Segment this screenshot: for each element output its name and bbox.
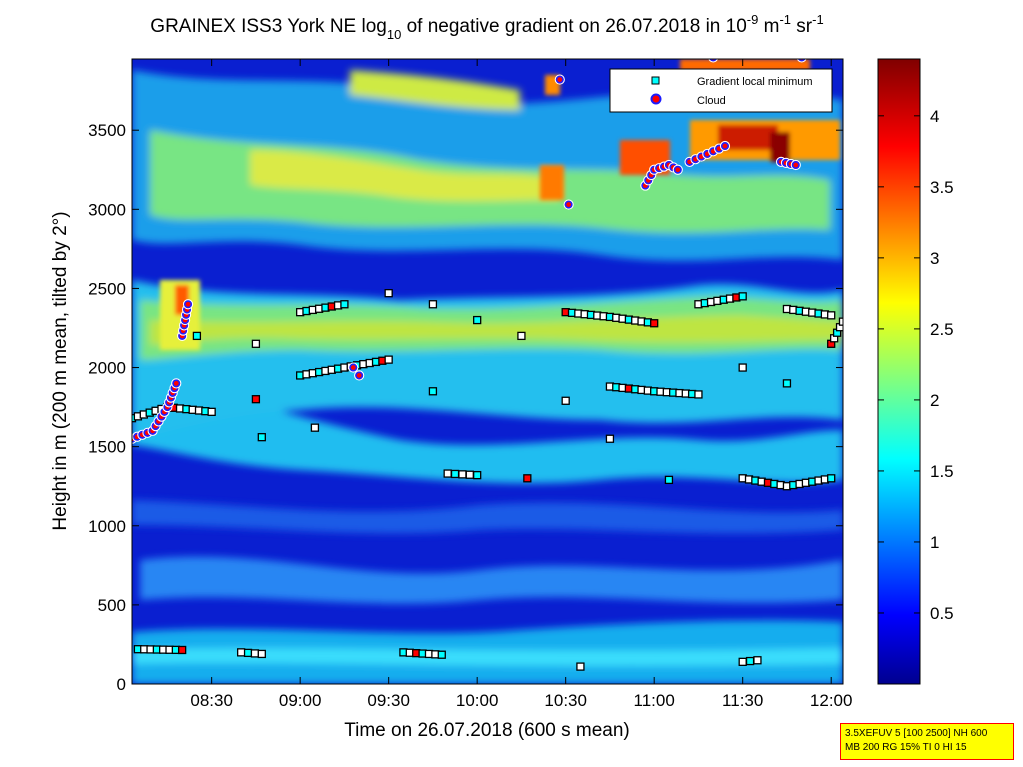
cloud-marker	[564, 200, 573, 209]
gradient-minimum-marker	[827, 311, 836, 320]
colorbar-tick-label: 4	[930, 107, 939, 126]
legend-label-minimum: Gradient local minimum	[697, 76, 813, 88]
gradient-minimum-marker	[827, 474, 836, 483]
colorbar-tick-label: 3.5	[930, 178, 954, 197]
cloud-marker	[709, 59, 717, 62]
x-tick-label: 12:00	[810, 691, 853, 710]
gradient-minimum-marker	[694, 390, 703, 399]
cloud-marker	[349, 363, 358, 372]
y-tick-label: 2000	[88, 359, 126, 378]
gradient-minimum-marker	[473, 470, 482, 480]
gradient-minimum-marker	[251, 339, 261, 348]
gradient-minimum-marker	[745, 656, 755, 666]
cloud-marker	[555, 75, 564, 84]
gradient-minimum-marker	[243, 648, 253, 658]
gradient-minimum-marker	[576, 662, 585, 671]
x-tick-label: 08:30	[190, 691, 233, 710]
x-tick-label: 09:30	[367, 691, 410, 710]
gradient-minimum-marker	[753, 656, 762, 665]
gradient-minimum-marker	[251, 395, 261, 404]
cloud-marker	[355, 371, 364, 380]
x-axis-label: Time on 26.07.2018 (600 s mean)	[344, 720, 630, 741]
info-line-1: 3.5XEFUV 5 [100 2500] NH 600	[845, 728, 988, 739]
x-tick-label: 10:30	[544, 691, 587, 710]
gradient-minimum-marker	[384, 289, 393, 298]
colorbar-tick-label: 1	[930, 533, 939, 552]
gradient-minimum-marker	[450, 469, 460, 479]
y-tick-label: 1000	[88, 517, 126, 536]
gradient-minimum-marker	[443, 469, 452, 478]
gradient-minimum-marker	[340, 300, 349, 309]
gradient-minimum-marker	[458, 470, 467, 479]
colorbar	[877, 58, 921, 685]
gradient-minimum-marker	[738, 657, 747, 666]
gradient-minimum-marker	[782, 379, 792, 388]
heatmap-field	[132, 59, 843, 684]
gradient-minima-markers	[132, 289, 843, 671]
cloud-marker	[720, 142, 729, 151]
x-tick-label: 11:00	[634, 691, 675, 710]
gradient-minimum-marker	[523, 474, 532, 483]
gradient-minimum-marker	[605, 434, 615, 443]
legend-label-cloud: Cloud	[697, 95, 726, 107]
gradient-minimum-marker	[207, 407, 216, 416]
x-tick-label: 11:30	[722, 691, 763, 710]
gradient-minimum-marker	[428, 387, 438, 396]
gradient-minimum-marker	[465, 470, 474, 479]
gradient-minimum-marker	[650, 319, 659, 328]
cloud-marker	[798, 59, 806, 62]
y-axis-label: Height in m (200 m mean, tilted by 2°)	[50, 211, 71, 530]
gradient-minimum-marker	[257, 433, 266, 442]
chart-legend: Gradient local minimum Cloud	[609, 68, 833, 113]
gradient-minimum-marker	[517, 331, 526, 341]
gradient-minimum-marker	[437, 650, 446, 659]
gradient-minimum-marker	[738, 292, 747, 301]
gradient-minimum-marker	[664, 475, 674, 485]
gradient-minimum-marker	[250, 649, 260, 658]
gradient-minimum-marker	[384, 355, 393, 364]
processing-info-box: 3.5XEFUV 5 [100 2500] NH 600 MB 200 RG 1…	[840, 723, 1014, 760]
x-tick-label: 09:00	[279, 691, 322, 710]
x-axis-ticks: 08:30 09:00 09:30 10:00 10:30 11:00 11:30 12:00	[190, 59, 852, 710]
gradient-minimum-marker	[257, 649, 266, 659]
gradient-minimum-marker	[561, 396, 570, 405]
chart-title: GRAINEX ISS3 York NE log10 of negative g…	[150, 12, 823, 42]
cloud-marker	[673, 165, 682, 174]
gradient-minimum-marker	[473, 315, 482, 325]
colorbar-ticks: 0.5 1 1.5 2 2.5 3 3.5 4	[878, 107, 954, 623]
gradient-minimum-marker	[310, 423, 320, 432]
y-axis-ticks: 0 500 1000 1500 2000 2500 3000 3500	[88, 121, 843, 694]
gradient-minimum-marker	[237, 648, 246, 657]
gradient-minimum-marker	[428, 300, 438, 309]
colorbar-tick-label: 3	[930, 249, 939, 268]
info-line-2: MB 200 RG 15% TI 0 HI 15	[845, 742, 967, 753]
cloud-marker	[172, 379, 181, 388]
gradient-minimum-marker	[178, 645, 187, 655]
gradient-minimum-marker	[738, 363, 747, 372]
gradient-minimum-marker	[192, 331, 202, 341]
y-tick-label: 0	[117, 675, 126, 694]
colorbar-tick-label: 1.5	[930, 462, 954, 481]
cloud-markers	[132, 59, 807, 444]
legend-marker-minimum	[651, 76, 660, 85]
y-tick-label: 3000	[88, 200, 126, 219]
colorbar-tick-label: 2	[930, 391, 939, 410]
colorbar-tick-label: 0.5	[930, 604, 954, 623]
y-tick-label: 500	[98, 596, 126, 615]
x-tick-label: 10:00	[456, 691, 499, 710]
colorbar-tick-label: 2.5	[930, 320, 954, 339]
gradient-minimum-marker	[838, 317, 843, 326]
cloud-marker	[184, 300, 193, 309]
legend-box	[609, 68, 833, 113]
y-tick-label: 3500	[88, 121, 126, 140]
plot-frame	[131, 58, 844, 685]
legend-marker-cloud	[650, 93, 662, 105]
y-tick-label: 2500	[88, 279, 126, 298]
y-tick-label: 1500	[88, 438, 126, 457]
cloud-marker	[791, 161, 800, 170]
